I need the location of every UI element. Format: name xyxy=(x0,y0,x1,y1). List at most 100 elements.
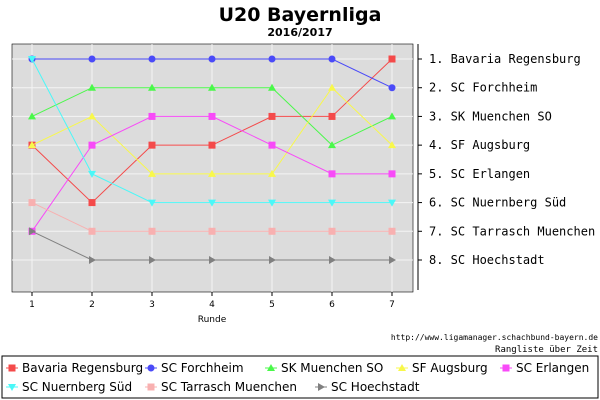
x-tick-label: 2 xyxy=(89,300,95,310)
data-point xyxy=(328,55,336,63)
data-point xyxy=(148,141,156,149)
data-point xyxy=(388,112,396,120)
data-point xyxy=(88,83,96,91)
x-tick-label: 5 xyxy=(269,300,275,310)
data-point xyxy=(328,83,336,91)
data-point xyxy=(268,55,276,63)
rank-label: 5. SC Erlangen xyxy=(429,167,530,181)
data-point xyxy=(89,256,96,264)
rank-list: 1. Bavaria Regensburg 2. SC Forchheim 3. S… xyxy=(418,52,595,267)
legend-item[interactable]: SC Hoechstadt xyxy=(315,380,420,394)
data-point xyxy=(28,56,36,63)
data-point xyxy=(328,112,336,120)
legend-label: SC Tarrasch Muenchen xyxy=(161,380,297,394)
series-layer xyxy=(28,55,396,264)
source-url: http://www.ligamanager.schachbund-bayern… xyxy=(391,333,598,342)
series xyxy=(28,55,396,92)
data-point xyxy=(208,83,216,91)
data-point xyxy=(88,112,96,120)
data-point xyxy=(148,169,156,177)
data-point xyxy=(29,227,36,236)
x-tick-label: 7 xyxy=(389,300,395,310)
data-point xyxy=(328,227,336,235)
legend-label: SC Hoechstadt xyxy=(331,380,420,394)
x-tick-label: 6 xyxy=(329,300,335,310)
data-point xyxy=(148,227,156,235)
data-point xyxy=(329,256,336,264)
data-point xyxy=(148,55,156,63)
data-point xyxy=(208,55,216,63)
series xyxy=(28,83,396,177)
data-point xyxy=(208,112,216,120)
data-point xyxy=(268,169,276,177)
data-point xyxy=(389,256,396,264)
legend-item[interactable]: SC Nuernberg Süd xyxy=(6,380,132,394)
data-point xyxy=(268,227,276,235)
data-point xyxy=(208,169,216,177)
data-point xyxy=(148,199,156,207)
legend-item[interactable]: SC Forchheim xyxy=(145,361,244,375)
legend-label: SC Erlangen xyxy=(516,361,589,375)
legend-marker xyxy=(267,364,275,371)
x-tick-label: 1 xyxy=(29,300,35,310)
data-point xyxy=(328,141,336,149)
data-point xyxy=(268,199,276,207)
rank-label: 6. SC Nuernberg Süd xyxy=(429,196,566,210)
data-point xyxy=(269,256,276,264)
rank-label: 4. SF Augsburg xyxy=(429,138,530,152)
series xyxy=(29,227,396,264)
data-point xyxy=(209,256,216,264)
data-point xyxy=(88,199,96,207)
data-point xyxy=(328,199,336,207)
rank-label: 7. SC Tarrasch Muenchen xyxy=(429,224,595,238)
legend[interactable]: Bavaria Regensburg SC Forchheim SK Muenche… xyxy=(6,361,589,394)
legend-item[interactable]: Bavaria Regensburg xyxy=(6,361,143,375)
rank-label: 2. SC Forchheim xyxy=(429,81,537,95)
data-point xyxy=(388,199,396,207)
legend-label: Bavaria Regensburg xyxy=(22,361,143,375)
data-point xyxy=(88,170,96,178)
chart-subtitle: 2016/2017 xyxy=(267,26,332,39)
data-point xyxy=(208,199,216,207)
data-point xyxy=(28,112,36,120)
rank-label: 3. SK Muenchen SO xyxy=(429,109,552,123)
series xyxy=(28,199,396,235)
legend-marker xyxy=(398,364,406,371)
data-point xyxy=(328,170,336,178)
data-point xyxy=(88,141,96,149)
data-point xyxy=(388,227,396,235)
legend-item[interactable]: SC Tarrasch Muenchen xyxy=(145,380,297,394)
legend-label: SC Forchheim xyxy=(161,361,244,375)
data-point xyxy=(148,83,156,91)
data-point xyxy=(148,112,156,120)
series xyxy=(28,83,396,149)
legend-box xyxy=(1,355,599,399)
data-point xyxy=(208,227,216,235)
legend-marker xyxy=(318,383,325,391)
legend-label: SK Muenchen SO xyxy=(281,361,383,375)
rank-label: 8. SC Hoechstadt xyxy=(429,253,545,267)
chart-title: U20 Bayernliga xyxy=(219,4,382,26)
data-point xyxy=(388,84,396,92)
data-point xyxy=(88,55,96,63)
legend-item[interactable]: SC Erlangen xyxy=(500,361,589,375)
chart-note: Rangliste über Zeit xyxy=(495,345,598,355)
data-point xyxy=(149,256,156,264)
rank-label: 1. Bavaria Regensburg xyxy=(429,52,581,66)
legend-marker xyxy=(147,383,155,391)
data-point xyxy=(388,141,396,149)
legend-marker xyxy=(8,364,16,372)
data-point xyxy=(268,141,276,149)
data-point xyxy=(208,141,216,149)
data-point xyxy=(388,55,396,63)
x-axis: 1 2 3 4 5 6 7 xyxy=(29,292,395,310)
data-point xyxy=(268,112,276,120)
legend-marker xyxy=(8,384,16,391)
legend-label: SF Augsburg xyxy=(412,361,488,375)
legend-item[interactable]: SF Augsburg xyxy=(396,361,488,375)
x-tick-label: 3 xyxy=(149,300,155,310)
legend-marker xyxy=(147,364,155,372)
legend-item[interactable]: SK Muenchen SO xyxy=(265,361,383,375)
legend-label: SC Nuernberg Süd xyxy=(22,380,132,394)
